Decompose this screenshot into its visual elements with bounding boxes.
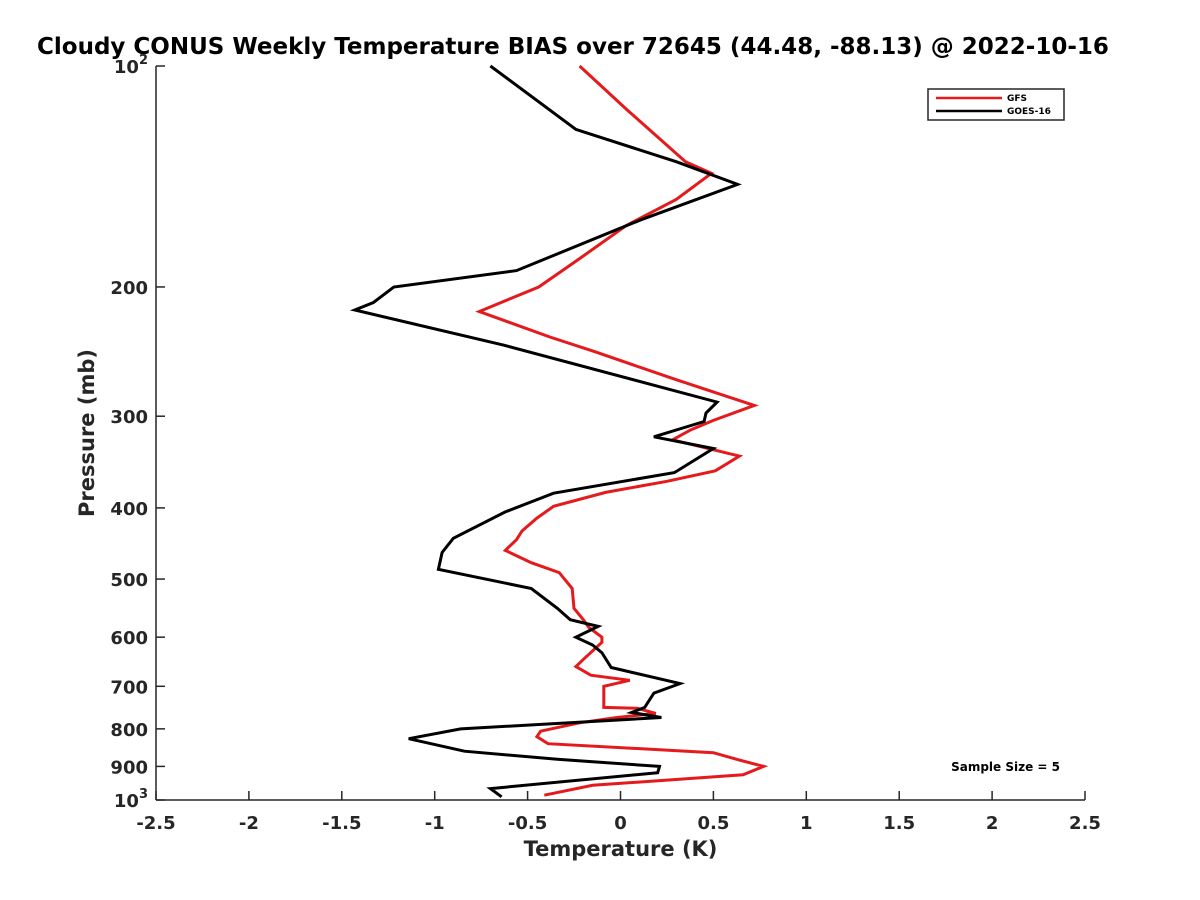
y-tick-label: 200 bbox=[110, 278, 148, 299]
x-tick-label: 0.5 bbox=[697, 813, 729, 834]
legend-label: GFS bbox=[1007, 94, 1027, 104]
y-tick-label: 900 bbox=[110, 757, 148, 778]
x-tick-label: 1 bbox=[800, 813, 813, 834]
y-tick-label: 600 bbox=[110, 628, 148, 649]
y-tick-label: 700 bbox=[110, 677, 148, 698]
y-tick-label: 103 bbox=[114, 787, 148, 812]
x-tick-label: 1.5 bbox=[883, 813, 915, 834]
chart-legend: GFS GOES-16 bbox=[927, 88, 1065, 121]
legend-box bbox=[927, 88, 1065, 121]
y-axis-ticks: 102 200 300 400 500 600 700 800 900 103 bbox=[110, 53, 165, 812]
y-tick-label: 300 bbox=[110, 407, 148, 428]
x-tick-label: 2 bbox=[986, 813, 999, 834]
y-tick-label: 400 bbox=[110, 499, 148, 520]
x-tick-label: -0.5 bbox=[508, 813, 547, 834]
chart-title: Cloudy CONUS Weekly Temperature BIAS ove… bbox=[37, 34, 1109, 60]
series-lines bbox=[349, 64, 769, 799]
sample-size-annotation: Sample Size = 5 bbox=[951, 760, 1060, 774]
plot-axes bbox=[155, 66, 1085, 801]
series-line-gfs bbox=[475, 64, 769, 797]
x-axis-label: Temperature (K) bbox=[524, 837, 718, 861]
y-tick-label: 102 bbox=[114, 53, 148, 78]
series-line-goes-16 bbox=[349, 64, 742, 799]
x-tick-label: 0 bbox=[614, 813, 627, 834]
x-tick-label: -1 bbox=[425, 813, 445, 834]
x-tick-label: -1.5 bbox=[322, 813, 361, 834]
x-tick-label: -2 bbox=[239, 813, 259, 834]
x-tick-label: -2.5 bbox=[136, 813, 175, 834]
y-axis-label: Pressure (mb) bbox=[75, 349, 99, 517]
y-tick-label: 500 bbox=[110, 570, 148, 591]
legend-label: GOES-16 bbox=[1007, 107, 1051, 117]
y-tick-label: 800 bbox=[110, 720, 148, 741]
x-tick-label: 2.5 bbox=[1069, 813, 1101, 834]
x-axis-ticks: -2.5 -2 -1.5 -1 -0.5 0 0.5 1 1.5 2 2.5 bbox=[136, 791, 1101, 834]
